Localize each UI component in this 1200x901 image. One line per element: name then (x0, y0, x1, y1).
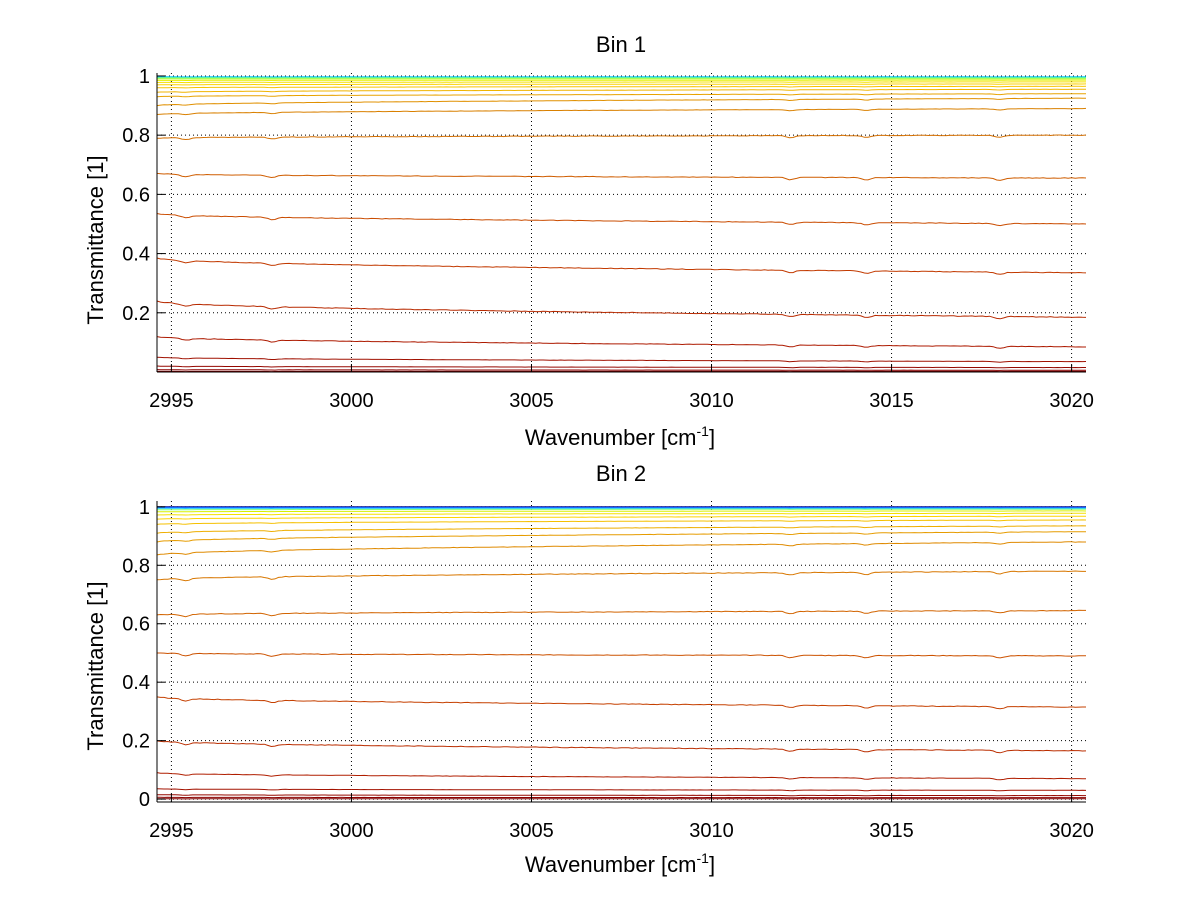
x-axis-label-close: ] (709, 425, 715, 450)
y-tick-label: 0.8 (122, 125, 150, 147)
series-line-b1-s10 (156, 93, 1087, 98)
series-line-b1-s07 (156, 83, 1087, 86)
series-line-b1-s19 (156, 356, 1087, 363)
series-line-b1-s21 (156, 369, 1086, 371)
axes-bin-2: Bin 2 2995 3000 3005 3010 3015 3020 0 0.2 0.4 0.… (83, 461, 1094, 877)
x-axis-label-close: ] (709, 852, 715, 877)
x-tick-label: 3010 (689, 820, 734, 842)
y-tick-label: 0.6 (122, 614, 150, 636)
y-tick-label: 0.6 (122, 184, 150, 206)
y-tick-label: 0 (139, 789, 150, 811)
x-tick-label: 3000 (329, 390, 374, 412)
x-tick-label: 2995 (149, 390, 194, 412)
x-axis-label-text: Wavenumber [cm (525, 425, 697, 450)
series-line-b1-s20 (156, 365, 1086, 369)
y-tick-label: 1 (139, 497, 150, 519)
plot-title: Bin 2 (596, 461, 646, 486)
y-axis-label: Transmittance [1] (83, 155, 108, 324)
tick-marks (157, 506, 1073, 802)
axes-frame (156, 73, 1086, 373)
axes-frame (156, 501, 1086, 803)
series-line-b1-s12 (156, 107, 1087, 116)
series-line-b2-s07 (156, 515, 1086, 520)
series-line-b2-s12 (156, 570, 1086, 582)
y-tick-labels: 0 0.2 0.4 0.6 0.8 1 (122, 497, 150, 811)
series-line-b2-s18 (156, 788, 1087, 792)
series-line-b2-s17 (156, 772, 1087, 781)
series-line-b2-s15 (156, 696, 1086, 710)
x-tick-label: 3020 (1049, 820, 1094, 842)
x-axis-label: Wavenumber [cm-1] (525, 850, 715, 877)
series-line-b2-s14 (157, 652, 1087, 659)
x-axis-label-text: Wavenumber [cm (525, 852, 697, 877)
y-axis-label: Transmittance [1] (83, 581, 108, 750)
x-tick-labels: 2995 3000 3005 3010 3015 3020 (149, 390, 1094, 412)
x-axis-label: Wavenumber [cm-1] (525, 423, 715, 450)
y-tick-label: 0.4 (122, 244, 150, 266)
y-tick-label: 0.2 (122, 731, 150, 753)
series-line-b1-s16 (156, 257, 1087, 275)
series-line-b2-s13 (156, 609, 1086, 618)
series-line-b1-s06 (156, 81, 1086, 84)
series-lines (156, 76, 1087, 373)
series-line-b2-s19 (157, 794, 1086, 797)
series-line-b1-s13 (156, 134, 1087, 141)
series-line-b2-s05 (157, 510, 1087, 513)
series-line-b1-s17 (156, 300, 1087, 320)
x-tick-label: 3015 (869, 820, 914, 842)
tick-marks (157, 75, 1073, 372)
series-line-b1-s11 (156, 97, 1087, 107)
x-tick-label: 3010 (689, 390, 734, 412)
series-line-b2-s16 (156, 740, 1087, 754)
x-tick-label: 3005 (509, 820, 554, 842)
y-tick-label: 1 (139, 66, 150, 88)
series-line-b2-s11 (156, 541, 1086, 556)
series-line-b1-s18 (156, 336, 1086, 349)
series-line-b2-s10 (156, 531, 1086, 543)
y-tick-label: 0.8 (122, 555, 150, 577)
series-line-b1-s15 (156, 213, 1087, 227)
series-line-b2-s06 (156, 512, 1086, 516)
y-tick-label: 0.2 (122, 303, 150, 325)
y-tick-label: 0.4 (122, 672, 150, 694)
series-line-b1-s09 (156, 88, 1087, 93)
series-line-b1-s14 (156, 172, 1087, 181)
series-line-b2-s08 (156, 519, 1087, 525)
series-lines (156, 506, 1087, 800)
x-tick-label: 2995 (149, 820, 194, 842)
x-tick-label: 3020 (1049, 390, 1094, 412)
y-tick-labels: 0.2 0.4 0.6 0.8 1 (122, 66, 150, 325)
series-line-b2-s04 (156, 508, 1086, 511)
series-line-b2-s09 (156, 525, 1087, 534)
x-tick-label: 3015 (869, 390, 914, 412)
axes-bin-1: Bin 1 2995 3000 3005 3010 3015 3020 0.2 0.4 0.6… (83, 32, 1094, 450)
x-tick-label: 3005 (509, 390, 554, 412)
x-tick-label: 3000 (329, 820, 374, 842)
series-line-b2-s20 (157, 796, 1086, 799)
x-tick-labels: 2995 3000 3005 3010 3015 3020 (149, 820, 1094, 842)
x-axis-label-superscript: -1 (697, 850, 710, 866)
series-line-b1-s08 (157, 85, 1087, 89)
plot-title: Bin 1 (596, 32, 646, 57)
x-axis-label-superscript: -1 (697, 423, 710, 439)
